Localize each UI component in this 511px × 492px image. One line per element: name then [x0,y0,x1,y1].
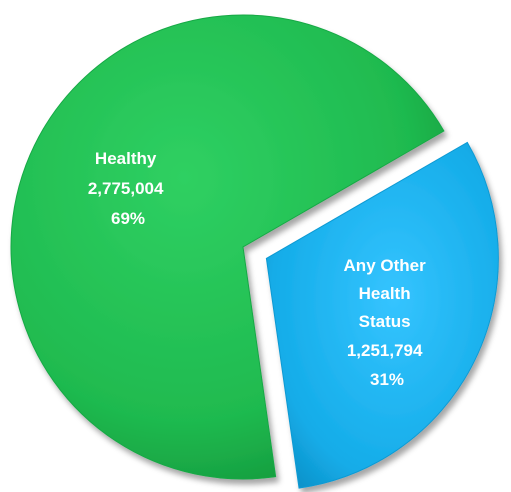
healthy-name: Healthy [95,149,157,168]
healthy-percent: 69% [111,209,145,228]
other-name-line-2: Health [359,284,411,303]
other-label: Any Other Health Status 1,251,794 31% [344,256,431,389]
other-value: 1,251,794 [347,341,423,360]
healthy-value: 2,775,004 [88,179,164,198]
other-name-line-3: Status [359,312,411,331]
pie-slice-any-other-health-status [265,141,499,489]
healthy-label: Healthy 2,775,004 69% [88,149,168,228]
other-name-line-1: Any Other [344,256,427,275]
pie-slice-healthy [10,14,445,480]
other-percent: 31% [370,370,404,389]
